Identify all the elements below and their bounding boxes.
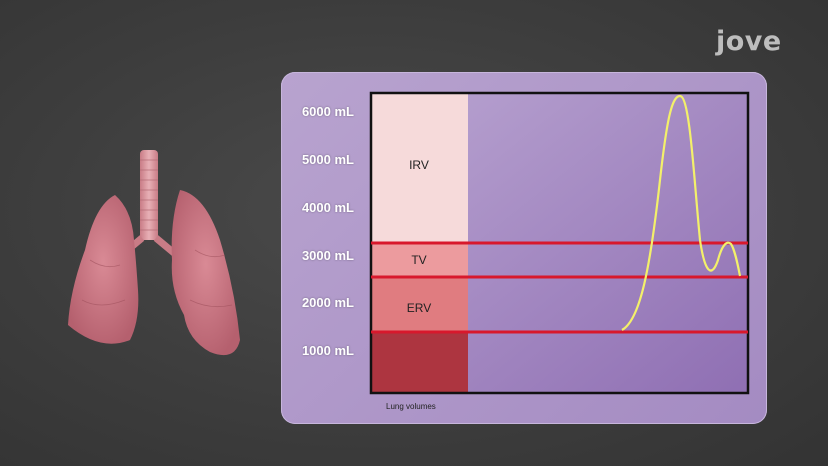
segment-label-erv: ERV [406,301,432,315]
y-tick-label: 3000 mL [301,248,354,263]
y-tick-label: 2000 mL [301,295,354,310]
y-tick-label: 5000 mL [301,152,354,167]
segment-rv [371,332,468,393]
jove-logo: jove [716,26,782,57]
segment-irv [371,93,468,243]
segment-label-tv: TV [411,253,427,267]
breathing-curve [621,94,742,331]
chart-caption: Lung volumes [386,402,436,411]
y-tick-label: 6000 mL [301,104,354,119]
lungs-illustration [68,150,240,356]
y-tick-label: 4000 mL [301,200,354,215]
segment-erv [371,277,468,332]
y-tick-label: 1000 mL [301,343,354,358]
segment-label-irv: IRV [409,158,429,172]
segment-tv [371,243,468,277]
